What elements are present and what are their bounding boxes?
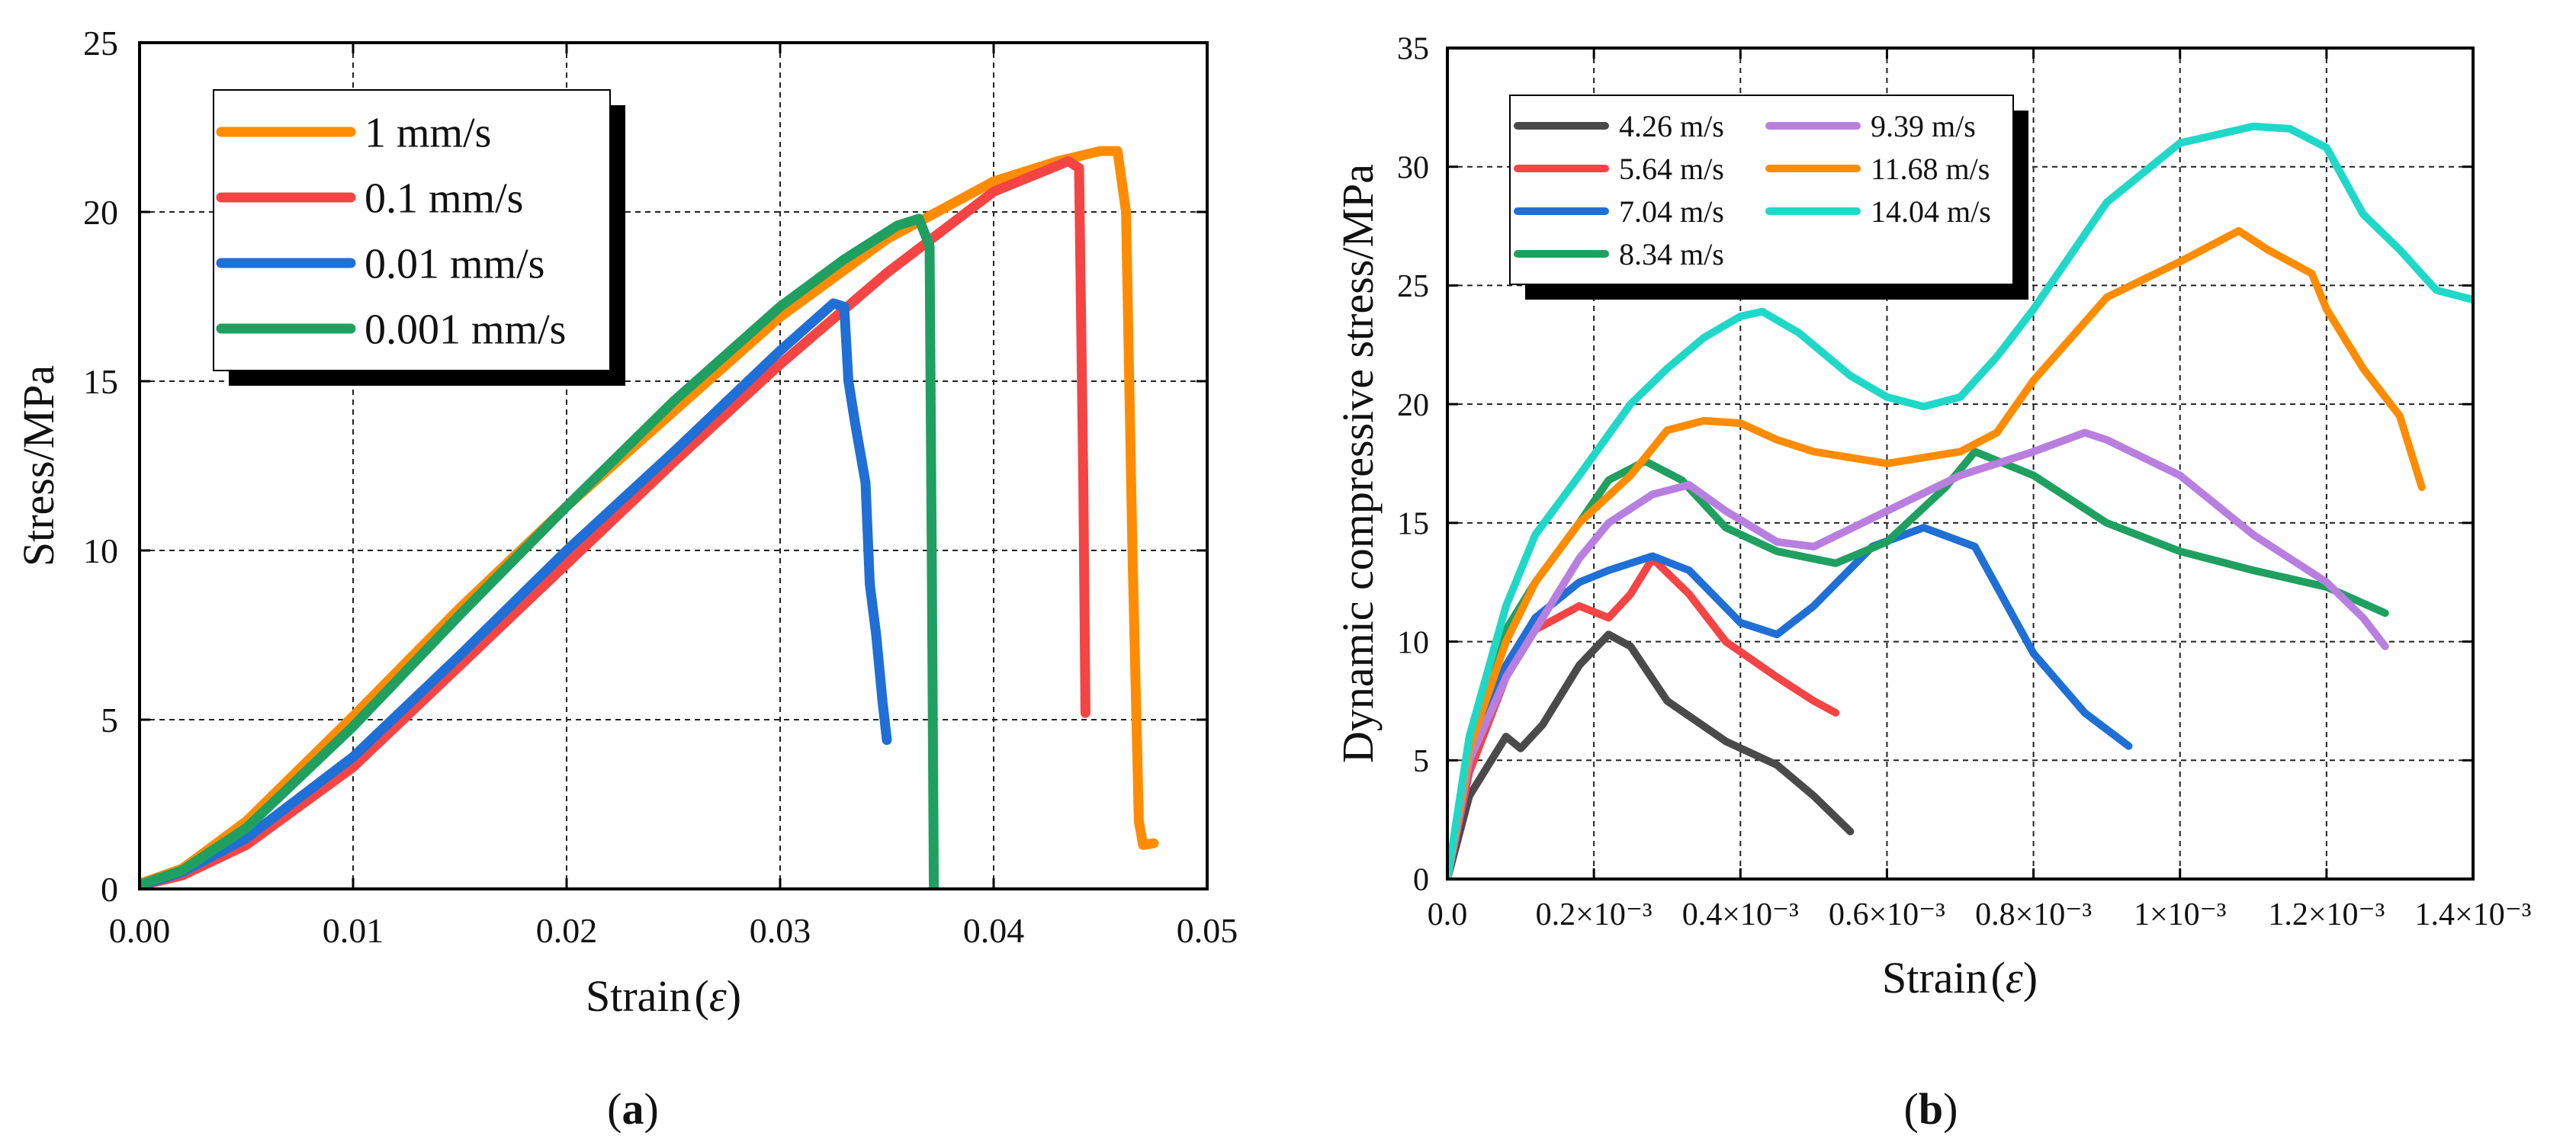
- series-line-0-001-mm-s: [140, 213, 940, 889]
- y-tick-label: 10: [1397, 625, 1429, 660]
- y-tick-label: 20: [83, 193, 118, 232]
- x-tick-label: 0.01: [323, 911, 384, 950]
- ticks-a: [138, 41, 1209, 890]
- y-tick-label: 25: [83, 24, 118, 63]
- series-line-1-mm-s: [140, 146, 1159, 889]
- chart-panel-b: 0.0 0.2×10⁻³ 0.4×10⁻³ 0.6×10⁻³ 0.8×10⁻³ 1×10⁻…: [1333, 32, 2531, 1134]
- x-tick-label: 0.6×10⁻³: [1829, 897, 1945, 932]
- legend-entry-label: 7.04 m/s: [1619, 194, 1724, 229]
- x-axis-paren-open-b: (: [1991, 953, 2006, 1003]
- x-axis-title-b: Strain(ε): [1882, 953, 2038, 1003]
- series-line-14-04-m-s: [1447, 122, 2473, 879]
- legend-entry-label: 4.26 m/s: [1619, 109, 1724, 143]
- y-tick-label: 5: [1413, 744, 1429, 779]
- y-axis-title-a: Stress/MPa: [14, 365, 63, 566]
- legend-entry-label: 5.64 m/s: [1619, 152, 1724, 186]
- legend-a: 1 mm/s 0.1 mm/s 0.01 mm/s 0.001 mm/s: [213, 89, 625, 386]
- panel-caption-a: (a): [607, 1084, 659, 1134]
- x-tick-label: 1.4×10⁻³: [2415, 897, 2532, 932]
- x-tick-label: 0.03: [750, 911, 811, 950]
- y-tick-label: 5: [101, 701, 118, 740]
- panel-caption-b: (b): [1904, 1084, 1958, 1134]
- x-axis-label-a: Strain: [586, 971, 692, 1021]
- series-line-9-39-m-s: [1447, 428, 2389, 879]
- y-tick-label: 0: [101, 870, 118, 909]
- x-tick-label: 0.05: [1177, 911, 1238, 950]
- legend-entry-label: 0.1 mm/s: [365, 175, 523, 223]
- x-axis-paren-open-a: (: [695, 971, 709, 1021]
- y-tick-labels-b: 0 5 10 15 20 25 30 35: [1397, 32, 1429, 898]
- ticks-b: [1446, 47, 2475, 881]
- y-tick-label: 20: [1397, 388, 1429, 423]
- x-tick-label: 0.00: [109, 911, 171, 950]
- x-axis-symbol-b: ε: [2006, 953, 2023, 1003]
- x-tick-labels-a: 0.00 0.01 0.02 0.03 0.04 0.05: [109, 911, 1238, 950]
- chart-panel-a: 0.00 0.01 0.02 0.03 0.04 0.05 0 5 10 15 20 25 Stra…: [14, 24, 1238, 1134]
- legend-entry-label: 14.04 m/s: [1871, 194, 1991, 229]
- x-tick-label: 0.04: [963, 911, 1025, 950]
- y-tick-label: 10: [83, 531, 118, 570]
- legend-entry-label: 0.01 mm/s: [365, 241, 544, 288]
- x-tick-label: 1×10⁻³: [2134, 897, 2226, 932]
- x-tick-label: 0.02: [536, 911, 598, 950]
- x-axis-label-b: Strain: [1882, 953, 1988, 1003]
- y-tick-label: 15: [1397, 507, 1429, 542]
- plot-frame-a: [138, 41, 1209, 890]
- x-axis-symbol-a: ε: [709, 971, 727, 1021]
- y-tick-labels-a: 0 5 10 15 20 25: [83, 24, 118, 909]
- y-axis-title-b: Dynamic compressive stress/MPa: [1333, 164, 1383, 763]
- x-axis-paren-close-a: ): [727, 971, 741, 1021]
- legend-entry-label: 8.34 m/s: [1619, 237, 1724, 271]
- plot-frame-b: [1446, 47, 2475, 881]
- y-tick-label: 0: [1413, 863, 1429, 898]
- x-axis-title-a: Strain(ε): [586, 971, 741, 1021]
- panel-caption-letter-a: a: [622, 1084, 644, 1134]
- series-group-a: [140, 146, 1159, 889]
- x-tick-label: 1.2×10⁻³: [2268, 897, 2385, 932]
- legend-entry-label: 11.68 m/s: [1871, 152, 1990, 186]
- x-tick-label: 0.8×10⁻³: [1975, 897, 2092, 932]
- legend-entry-label: 1 mm/s: [365, 110, 491, 157]
- series-line-0-1-mm-s: [140, 156, 1090, 889]
- series-line-11-68-m-s: [1447, 226, 2426, 879]
- legend-entry-label: 9.39 m/s: [1871, 109, 1976, 143]
- y-tick-label: 35: [1397, 32, 1429, 67]
- x-tick-label: 0.0: [1428, 897, 1468, 932]
- panel-caption-letter-b: b: [1919, 1084, 1943, 1134]
- series-group-b: [1447, 122, 2473, 879]
- series-line-7-04-m-s: [1447, 524, 2133, 879]
- y-tick-label: 15: [83, 362, 118, 401]
- series-line-0-01-mm-s: [140, 298, 892, 889]
- x-axis-paren-close-b: ): [2023, 953, 2038, 1003]
- y-tick-label: 25: [1397, 269, 1429, 304]
- y-tick-label: 30: [1397, 150, 1429, 185]
- legend-b: 4.26 m/s 5.64 m/s 7.04 m/s 8.34 m/s 9.39 m/s…: [1509, 95, 2028, 300]
- legend-entry-label: 0.001 mm/s: [365, 306, 566, 354]
- x-tick-label: 0.4×10⁻³: [1682, 897, 1799, 932]
- x-tick-label: 0.2×10⁻³: [1536, 897, 1653, 932]
- x-tick-labels-b: 0.0 0.2×10⁻³ 0.4×10⁻³ 0.6×10⁻³ 0.8×10⁻³ 1×10⁻…: [1428, 897, 2532, 932]
- series-line-4-26-m-s: [1447, 630, 1855, 879]
